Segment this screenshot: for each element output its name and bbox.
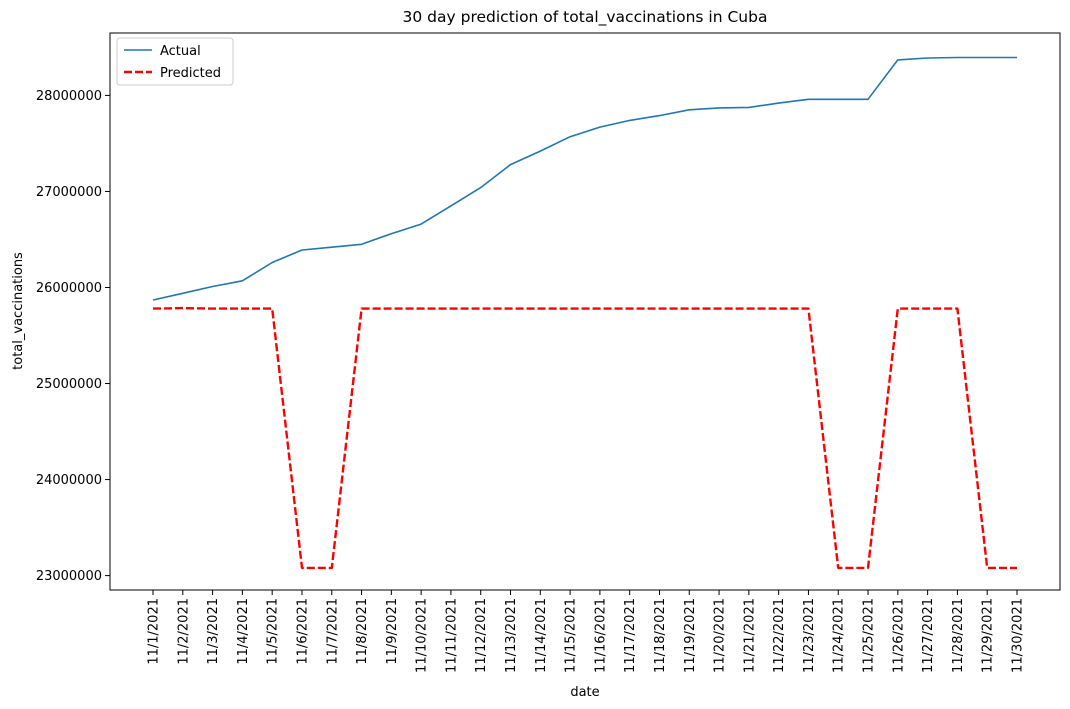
x-tick-label: 11/22/2021 (772, 598, 787, 673)
x-tick-label: 11/3/2021 (206, 598, 221, 665)
series-line-predicted (152, 306, 1017, 570)
x-tick-label: 11/20/2021 (713, 598, 728, 673)
y-tick-label: 25000000 (36, 377, 102, 392)
y-tick-label: 27000000 (36, 185, 102, 200)
x-tick-label: 11/12/2021 (474, 598, 489, 673)
y-tick-label: 26000000 (36, 281, 102, 296)
x-axis-title: date (570, 685, 599, 700)
plot-area (109, 32, 1061, 591)
x-tick-label: 11/27/2021 (921, 598, 936, 673)
x-tick-label: 11/17/2021 (623, 598, 638, 673)
x-tick-label: 11/19/2021 (683, 598, 698, 673)
x-tick-label: 11/13/2021 (504, 598, 519, 673)
x-tick-label: 11/1/2021 (147, 598, 162, 665)
x-tick-label: 11/26/2021 (891, 598, 906, 673)
y-axis-title: total_vaccinations (11, 252, 26, 370)
x-axis: 11/1/2021 11/2/2021 11/3/2021 11/4/2021 11/5… (147, 590, 1026, 673)
y-tick-label: 28000000 (36, 89, 102, 104)
chart-title: 30 day prediction of total_vaccinations … (403, 8, 768, 27)
x-tick-label: 11/28/2021 (951, 598, 966, 673)
x-tick-label: 11/4/2021 (236, 598, 251, 665)
x-tick-label: 11/24/2021 (832, 598, 847, 673)
x-tick-label: 11/30/2021 (1011, 598, 1026, 673)
x-tick-label: 11/11/2021 (444, 598, 459, 673)
x-tick-label: 11/23/2021 (802, 598, 817, 673)
legend-label-predicted: Predicted (160, 66, 221, 81)
x-tick-label: 11/18/2021 (653, 598, 668, 673)
x-tick-label: 11/21/2021 (742, 598, 757, 673)
y-tick-label: 24000000 (36, 473, 102, 488)
x-tick-label: 11/14/2021 (534, 598, 549, 673)
x-tick-label: 11/5/2021 (266, 598, 281, 665)
x-tick-label: 11/9/2021 (385, 598, 400, 665)
x-tick-label: 11/7/2021 (325, 598, 340, 665)
x-tick-label: 11/25/2021 (862, 598, 877, 673)
x-tick-label: 11/8/2021 (355, 598, 370, 665)
legend: Actual Predicted (116, 37, 234, 86)
x-tick-label: 11/29/2021 (981, 598, 996, 673)
series-group (152, 56, 1017, 570)
x-tick-label: 11/2/2021 (176, 598, 191, 665)
x-tick-label: 11/10/2021 (415, 598, 430, 673)
series-line-actual (152, 56, 1017, 301)
x-tick-label: 11/6/2021 (295, 598, 310, 665)
x-tick-label: 11/16/2021 (593, 598, 608, 673)
x-tick-label: 11/15/2021 (564, 598, 579, 673)
y-tick-label: 23000000 (36, 569, 102, 584)
y-axis: 23000000 24000000 25000000 26000000 27000000… (36, 89, 110, 584)
legend-label-actual: Actual (160, 44, 201, 59)
